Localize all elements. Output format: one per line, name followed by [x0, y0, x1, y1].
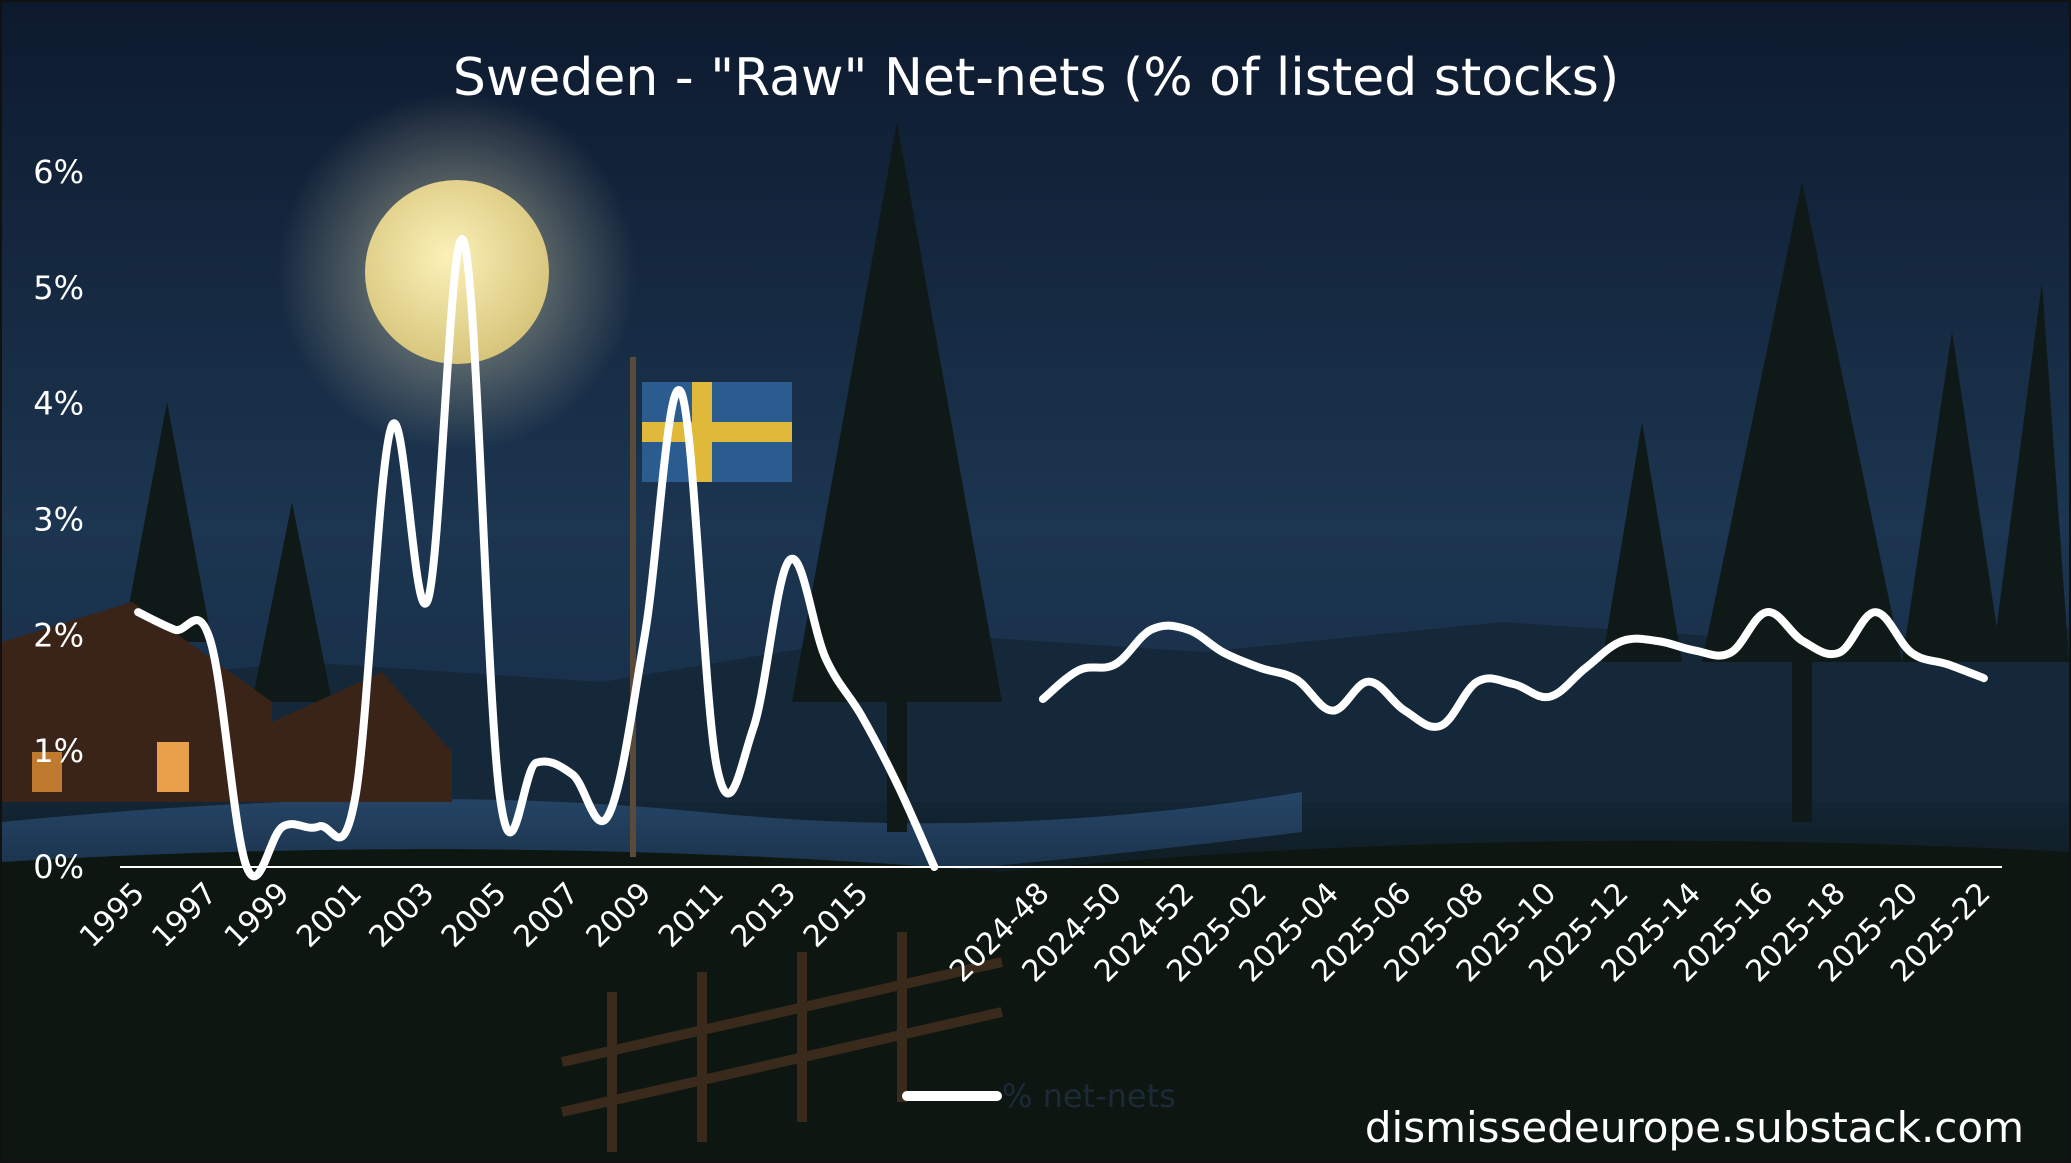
y-tick-label: 2%: [33, 616, 84, 654]
y-tick-label: 6%: [33, 153, 84, 191]
y-tick-label: 4%: [33, 385, 84, 423]
series-line-segment-1: [134, 235, 939, 881]
y-tick-label: 0%: [33, 848, 84, 886]
series-layer: [134, 235, 1988, 881]
cabin-icon: [2, 602, 452, 802]
trees: [122, 122, 2069, 832]
y-tick-label: 5%: [33, 269, 84, 307]
series-line-segment-2: [1038, 608, 1988, 731]
y-axis: 0% 1% 2% 3% 4% 5% 6%: [33, 153, 84, 886]
distant-hills: [2, 622, 2069, 802]
watermark: dismissedeurope.substack.com: [1365, 1103, 2024, 1152]
y-tick-label: 3%: [33, 501, 84, 539]
chart-title: Sweden - "Raw" Net-nets (% of listed sto…: [453, 48, 1619, 108]
fence: [560, 932, 1004, 1152]
legend: % net-nets: [902, 1077, 1176, 1115]
y-tick-label: 1%: [33, 732, 84, 770]
ground: [2, 840, 2069, 1161]
legend-label: % net-nets: [1002, 1077, 1176, 1115]
